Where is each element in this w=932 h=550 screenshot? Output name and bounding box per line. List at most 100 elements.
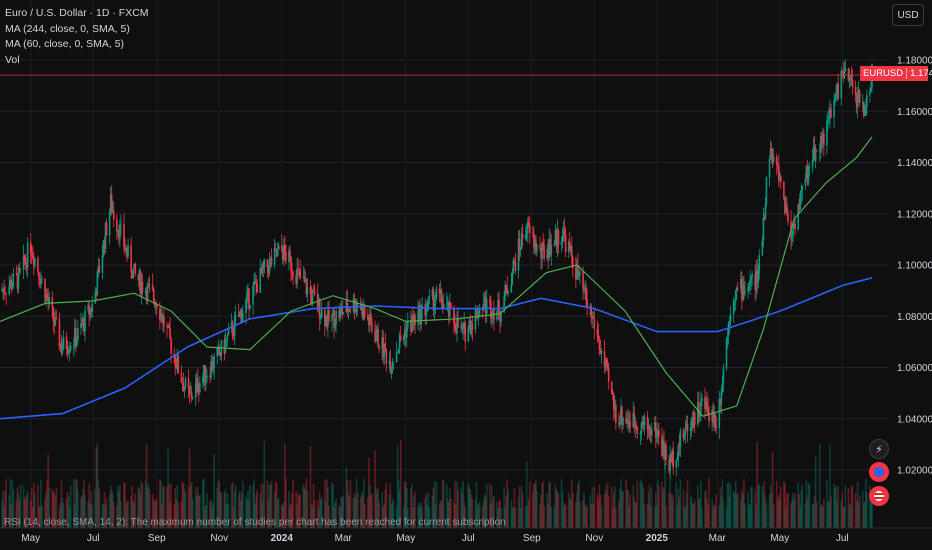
volume-bar: [468, 486, 471, 528]
candle-body: [445, 303, 448, 305]
volume-bar: [455, 505, 457, 528]
candle-body: [743, 284, 745, 294]
volume-bar: [518, 486, 521, 528]
flash-icon[interactable]: ⚡: [869, 439, 889, 459]
candle-body: [292, 272, 294, 276]
volume-bar: [835, 485, 837, 528]
volume-bar: [869, 485, 871, 528]
candle-body: [226, 334, 229, 339]
volume-bar: [729, 484, 732, 528]
volume-bar: [671, 499, 673, 528]
candle-body: [454, 323, 456, 329]
volume-bar: [866, 491, 868, 528]
volume-bar: [498, 501, 500, 528]
candle-body: [747, 288, 749, 291]
candle-body: [675, 459, 678, 468]
legend-volume[interactable]: Vol: [5, 53, 20, 66]
volume-bar: [11, 480, 14, 528]
volume-bar: [404, 481, 407, 528]
price-axis[interactable]: 1.18000 1.16000 1.14000 1.12000 1.10000 1.080…: [897, 56, 932, 477]
eu-flag-icon[interactable]: [869, 462, 889, 482]
candle-body: [371, 323, 373, 331]
candle-body: [212, 368, 214, 370]
volume-bar: [67, 496, 70, 528]
volume-bar: [844, 485, 847, 528]
volume-bar: [168, 484, 170, 528]
x-tick-label: Jul: [87, 533, 100, 544]
volume-bar: [363, 504, 366, 528]
volume-bar: [223, 492, 226, 528]
candle-body: [854, 86, 857, 95]
volume-bar: [526, 506, 529, 528]
legend-symbol[interactable]: Euro / U.S. Dollar · 1D · FXCM: [5, 7, 149, 19]
volume-bar: [45, 491, 47, 528]
time-axis[interactable]: May Jul Sep Nov 2024 Mar May Jul Sep Nov 2025 Mar Ma…: [21, 533, 848, 544]
candle-body: [91, 303, 94, 313]
volume-bar: [708, 478, 710, 528]
candle-body: [335, 310, 337, 325]
volume-bar: [66, 491, 69, 528]
candle-body: [554, 229, 557, 245]
volume-bar: [678, 497, 681, 528]
volume-bar: [68, 507, 71, 528]
legend-ma244[interactable]: MA (244, close, 0, SMA, 5): [5, 22, 130, 35]
volume-bar: [593, 487, 596, 528]
candle-body: [181, 382, 184, 384]
candle-body: [733, 301, 736, 302]
candle-body: [734, 290, 737, 302]
candle-body: [324, 309, 326, 327]
candle-body: [340, 307, 343, 309]
currency-button[interactable]: USD: [892, 4, 924, 26]
candle-body: [51, 297, 54, 307]
candle-body: [253, 281, 255, 286]
candle-body: [507, 292, 510, 294]
volume-bar: [556, 491, 559, 528]
volume-bar: [242, 481, 244, 528]
volume-bar: [127, 500, 129, 528]
candle-body: [246, 292, 248, 300]
volume-bar: [861, 490, 864, 528]
candle-body: [586, 299, 588, 307]
candle-body: [402, 335, 405, 340]
candle-body: [254, 281, 256, 282]
volume-bar: [761, 485, 764, 528]
volume-bar: [811, 503, 814, 528]
candle-body: [25, 262, 28, 268]
candle-body: [460, 325, 462, 328]
candle-body: [619, 420, 621, 425]
candle-body: [263, 259, 266, 268]
candle-body: [97, 266, 100, 272]
candle-body: [319, 316, 322, 320]
volume-bar: [770, 491, 773, 528]
volume-bars: [1, 439, 873, 528]
candle-body: [326, 316, 328, 328]
candle-body: [728, 321, 731, 324]
volume-bar: [326, 479, 328, 528]
candle-body: [806, 165, 809, 183]
candle-body: [764, 203, 767, 220]
candle-body: [332, 310, 334, 315]
volume-bar: [500, 507, 502, 528]
volume-bar: [33, 482, 35, 528]
volume-bar: [856, 482, 859, 528]
us-flag-icon[interactable]: [869, 486, 889, 506]
volume-bar: [521, 493, 524, 528]
candle-body: [88, 304, 90, 316]
candle-body: [342, 312, 345, 315]
x-tick-label: Nov: [585, 533, 603, 544]
candle-body: [532, 232, 534, 234]
candle-body: [582, 271, 584, 290]
candle-body: [199, 382, 201, 393]
volume-bar: [670, 493, 672, 528]
legend-ma60[interactable]: MA (60, close, 0, SMA, 5): [5, 38, 125, 50]
volume-bar: [187, 487, 190, 528]
candle-body: [310, 293, 313, 304]
candle-body: [787, 214, 789, 222]
candle-body: [368, 319, 370, 326]
volume-bar: [88, 483, 90, 528]
volume-bar: [206, 493, 208, 528]
candle-body: [289, 250, 291, 257]
candle-body: [53, 321, 56, 326]
candle-body: [65, 336, 68, 350]
